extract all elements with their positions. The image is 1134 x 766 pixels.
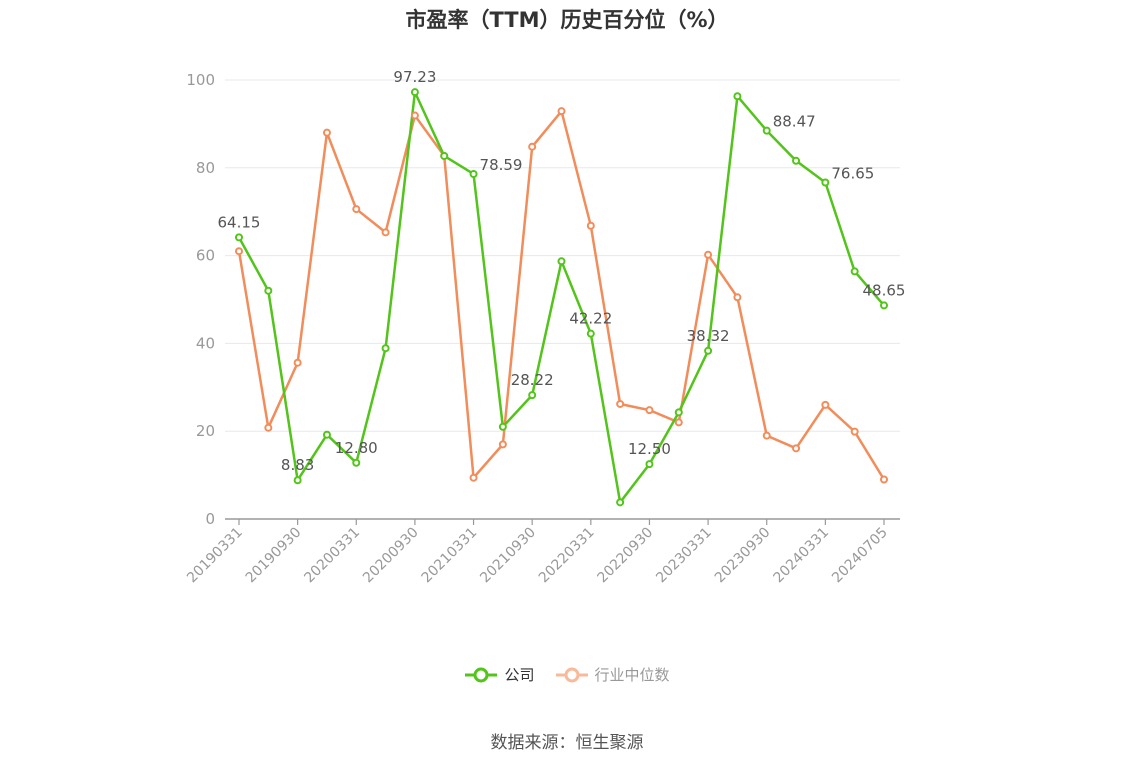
data-labels: 64.15 8.83 12.80 97.23 78.59 28.22 42.22 12.50 3…	[218, 68, 906, 474]
legend-marker-industry-median	[555, 667, 588, 682]
legend-marker-company	[465, 667, 498, 682]
data-point	[704, 346, 713, 355]
y-tick-label: 60	[196, 247, 215, 265]
x-tick-label: 20220331	[536, 525, 598, 587]
x-tick-label: 20210331	[419, 525, 481, 587]
legend: 公司 行业中位数	[0, 664, 1134, 685]
data-point	[645, 460, 654, 469]
data-label: 76.65	[831, 165, 874, 183]
data-point	[674, 418, 683, 427]
data-point	[821, 178, 830, 187]
data-point	[498, 422, 507, 431]
data-point	[235, 233, 243, 242]
x-tick-label: 20190331	[184, 525, 246, 587]
data-point	[440, 151, 449, 160]
data-point	[557, 257, 566, 266]
x-tick-label: 20230331	[653, 525, 715, 587]
x-tick-label: 20230930	[712, 525, 774, 587]
y-tick-label: 100	[186, 71, 215, 89]
data-points	[235, 88, 888, 507]
data-point	[557, 107, 566, 116]
data-label: 42.22	[569, 310, 612, 328]
data-point	[264, 286, 273, 295]
data-point	[733, 92, 742, 101]
x-tick-label: 20240705	[829, 525, 891, 587]
data-label: 8.83	[281, 456, 314, 474]
data-point	[264, 423, 273, 432]
data-label: 64.15	[218, 213, 261, 231]
data-source-note: 数据来源：恒生聚源	[490, 733, 644, 753]
y-tick-label: 0	[205, 510, 215, 528]
y-tick-label: 20	[196, 422, 215, 440]
data-point	[792, 444, 801, 453]
x-tick-label: 20200930	[360, 525, 422, 587]
x-tick-label: 20200331	[301, 525, 363, 587]
data-point	[469, 473, 478, 482]
data-label: 38.32	[687, 327, 730, 345]
data-point	[733, 293, 742, 302]
data-point	[293, 358, 302, 367]
legend-label-industry-median: 行业中位数	[594, 666, 670, 684]
data-label: 78.59	[480, 156, 523, 174]
legend-item-company[interactable]: 公司	[464, 664, 535, 685]
data-point	[352, 205, 361, 214]
x-tick-label: 20210930	[477, 525, 539, 587]
data-point	[381, 344, 390, 353]
grid-lines	[225, 79, 900, 432]
data-label: 12.50	[628, 440, 671, 458]
data-point	[498, 440, 507, 449]
x-tick-label: 20240331	[770, 525, 832, 587]
series-line-1	[237, 109, 886, 481]
data-point	[880, 301, 888, 310]
data-point	[850, 267, 859, 276]
data-point	[410, 88, 419, 97]
data-point	[528, 142, 537, 151]
data-label: 97.23	[393, 68, 436, 86]
data-point	[528, 391, 537, 400]
data-label: 88.47	[773, 113, 816, 131]
data-point	[616, 498, 625, 507]
x-tick-label: 20220930	[595, 525, 657, 587]
y-tick-label: 40	[196, 334, 215, 352]
y-tick-label: 80	[196, 159, 215, 177]
axes: 0 20 40 60 80 100 2019033120190930202003312020…	[184, 71, 900, 586]
data-point	[410, 111, 419, 120]
data-point	[821, 400, 830, 409]
data-label: 12.80	[335, 439, 378, 457]
data-point	[469, 169, 478, 178]
data-point	[586, 329, 595, 338]
data-point	[850, 427, 859, 436]
data-point	[586, 221, 595, 230]
data-point	[792, 156, 801, 165]
data-label: 48.65	[863, 281, 906, 299]
data-point	[235, 247, 243, 256]
data-point	[352, 458, 361, 467]
data-label: 28.22	[511, 371, 554, 389]
data-point	[616, 399, 625, 408]
x-tick-label: 20190930	[243, 525, 305, 587]
data-point	[880, 475, 888, 484]
data-point	[762, 126, 771, 135]
chart-title: 市盈率（TTM）历史百分位（%）	[405, 8, 729, 32]
data-point	[322, 430, 331, 439]
data-point	[674, 408, 683, 417]
data-point	[293, 476, 302, 485]
data-point	[645, 406, 654, 415]
data-point	[762, 431, 771, 440]
legend-label-company: 公司	[504, 666, 535, 684]
legend-item-industry-median[interactable]: 行业中位数	[555, 664, 670, 685]
data-point	[704, 250, 713, 259]
data-point	[381, 228, 390, 237]
data-point	[322, 128, 331, 137]
